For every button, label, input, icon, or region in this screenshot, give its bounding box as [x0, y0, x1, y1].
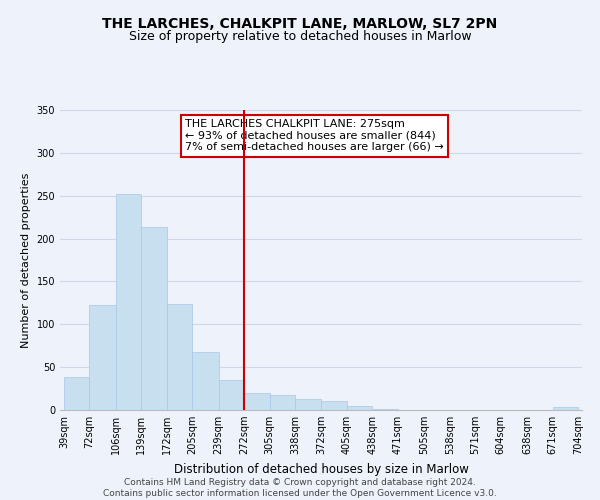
Text: THE LARCHES, CHALKPIT LANE, MARLOW, SL7 2PN: THE LARCHES, CHALKPIT LANE, MARLOW, SL7 …	[103, 18, 497, 32]
Bar	[322, 402, 347, 410]
Bar	[89, 304, 116, 410]
Bar	[116, 194, 141, 410]
Text: THE LARCHES CHALKPIT LANE: 275sqm
← 93% of detached houses are smaller (844)
7% : THE LARCHES CHALKPIT LANE: 275sqm ← 93% …	[185, 119, 444, 152]
Bar	[218, 380, 244, 410]
Text: Size of property relative to detached houses in Marlow: Size of property relative to detached ho…	[128, 30, 472, 43]
Bar	[244, 393, 269, 410]
X-axis label: Distribution of detached houses by size in Marlow: Distribution of detached houses by size …	[173, 462, 469, 475]
Bar	[141, 228, 167, 410]
Bar	[347, 406, 373, 410]
Bar	[553, 406, 578, 410]
Bar	[373, 409, 398, 410]
Bar	[167, 304, 192, 410]
Bar	[295, 399, 322, 410]
Bar	[64, 378, 89, 410]
Bar	[192, 352, 218, 410]
Y-axis label: Number of detached properties: Number of detached properties	[21, 172, 31, 348]
Text: Contains HM Land Registry data © Crown copyright and database right 2024.
Contai: Contains HM Land Registry data © Crown c…	[103, 478, 497, 498]
Bar	[269, 396, 295, 410]
